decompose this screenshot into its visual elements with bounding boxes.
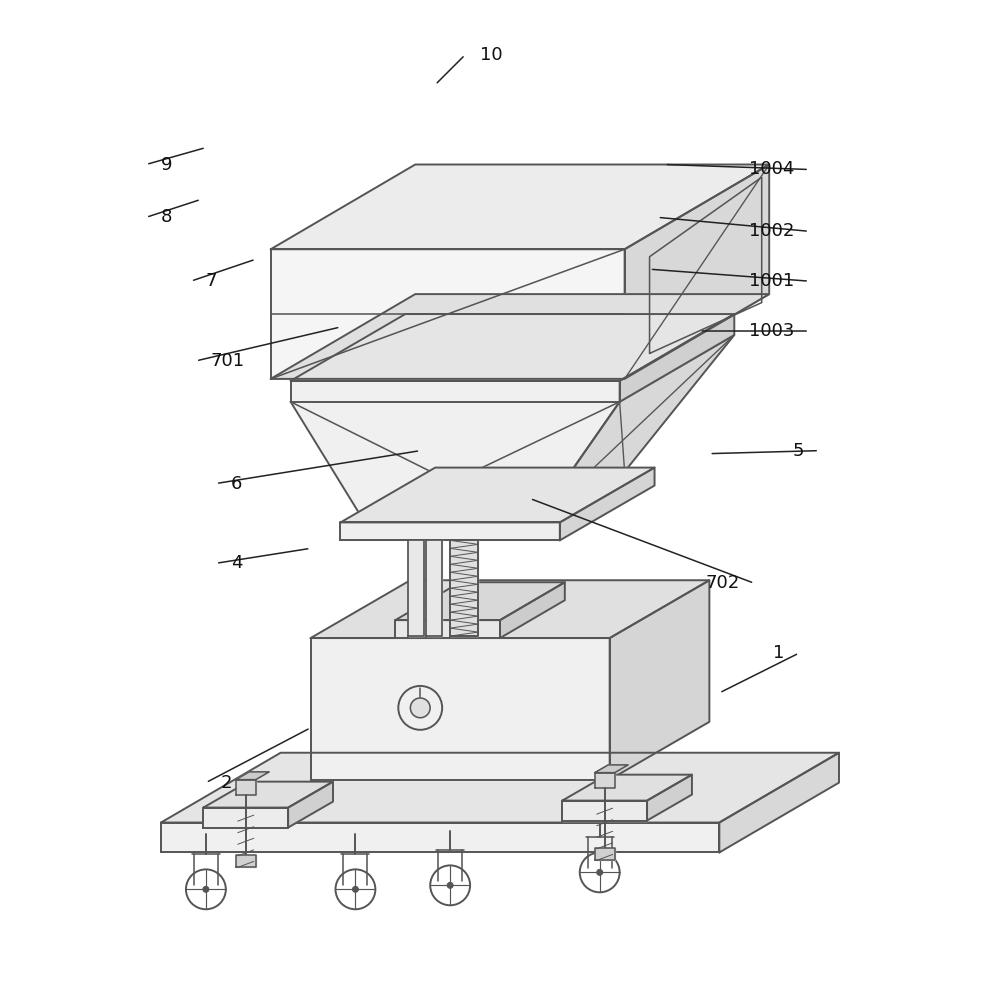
Polygon shape [426,540,442,636]
Polygon shape [719,753,839,852]
Text: 5: 5 [793,442,804,460]
Text: 1004: 1004 [749,161,794,178]
Polygon shape [288,782,333,828]
Text: 1003: 1003 [749,322,794,340]
Polygon shape [236,780,256,795]
Circle shape [447,882,453,888]
Polygon shape [625,165,769,379]
Polygon shape [365,472,625,523]
Text: 1001: 1001 [749,272,794,290]
Text: 10: 10 [480,46,503,64]
Polygon shape [291,381,620,402]
Polygon shape [562,801,647,821]
Polygon shape [560,468,655,540]
Polygon shape [340,522,560,540]
Polygon shape [236,855,256,867]
Polygon shape [271,249,625,379]
Text: 8: 8 [161,208,172,226]
Polygon shape [161,823,719,852]
Text: 7: 7 [206,272,217,290]
Text: 9: 9 [161,156,173,173]
Polygon shape [161,753,839,823]
Text: 1002: 1002 [749,222,794,240]
Polygon shape [395,582,565,620]
Polygon shape [595,765,628,773]
Text: 2: 2 [221,774,232,792]
Text: 702: 702 [705,574,739,592]
Polygon shape [236,772,269,780]
Polygon shape [291,402,620,523]
Circle shape [203,886,209,892]
Polygon shape [535,335,734,523]
Polygon shape [500,582,565,638]
Polygon shape [271,165,769,249]
Polygon shape [291,314,734,381]
Circle shape [597,869,603,875]
Polygon shape [271,294,769,379]
Polygon shape [595,848,615,860]
Polygon shape [311,638,610,780]
Polygon shape [203,808,288,828]
Polygon shape [408,540,424,636]
Text: 6: 6 [231,475,242,493]
Polygon shape [203,782,333,808]
Polygon shape [620,314,734,402]
Text: 4: 4 [231,554,242,572]
Polygon shape [610,580,709,780]
Polygon shape [340,468,655,522]
Polygon shape [450,540,478,636]
Polygon shape [395,620,500,638]
Text: 701: 701 [211,352,245,370]
Circle shape [410,698,430,718]
Text: 1: 1 [773,644,784,662]
Polygon shape [647,775,692,821]
Polygon shape [311,580,709,638]
Polygon shape [562,775,692,801]
Polygon shape [595,773,615,788]
Circle shape [352,886,358,892]
